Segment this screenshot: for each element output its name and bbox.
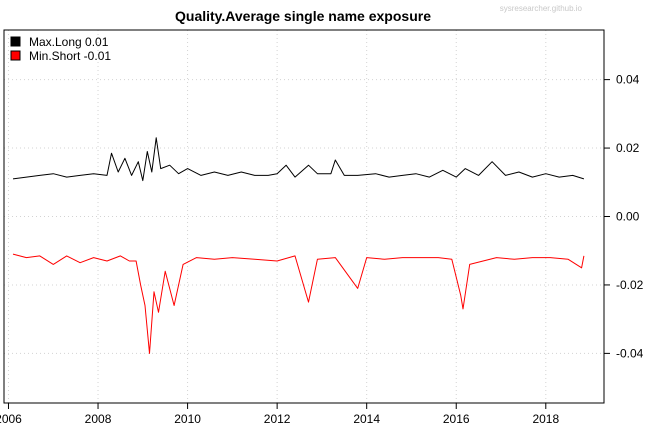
x-tick-label: 2008 bbox=[85, 412, 112, 426]
x-tick-label: 2014 bbox=[353, 412, 380, 426]
watermark-text: sysresearcher.github.io bbox=[500, 4, 583, 13]
series-line-0 bbox=[12, 137, 585, 182]
x-tick-label: 2018 bbox=[532, 412, 559, 426]
x-tick-label: 2006 bbox=[0, 412, 22, 426]
y-axis: -0.04 -0.02 0.00 0.02 0.04 bbox=[604, 73, 644, 360]
series-layer bbox=[12, 137, 585, 354]
grid-lines bbox=[4, 30, 604, 403]
legend-swatch bbox=[10, 36, 21, 47]
x-tick-label: 2010 bbox=[174, 412, 201, 426]
y-tick-label: -0.02 bbox=[616, 278, 644, 292]
series-line-1 bbox=[12, 253, 585, 354]
chart-title: Quality.Average single name exposure bbox=[175, 8, 431, 24]
y-tick-label: 0.02 bbox=[616, 141, 640, 155]
y-tick-label: 0.04 bbox=[616, 73, 640, 87]
x-axis: 2006 2008 2010 2012 2014 2016 2018 bbox=[0, 403, 559, 426]
legend-label: Min.Short -0.01 bbox=[29, 49, 111, 63]
x-tick-label: 2012 bbox=[264, 412, 291, 426]
x-tick-label: 2016 bbox=[443, 412, 470, 426]
legend-label: Max.Long 0.01 bbox=[29, 35, 109, 49]
legend-swatch bbox=[10, 50, 21, 61]
y-tick-label: 0.00 bbox=[616, 210, 640, 224]
y-tick-label: -0.04 bbox=[616, 346, 644, 360]
